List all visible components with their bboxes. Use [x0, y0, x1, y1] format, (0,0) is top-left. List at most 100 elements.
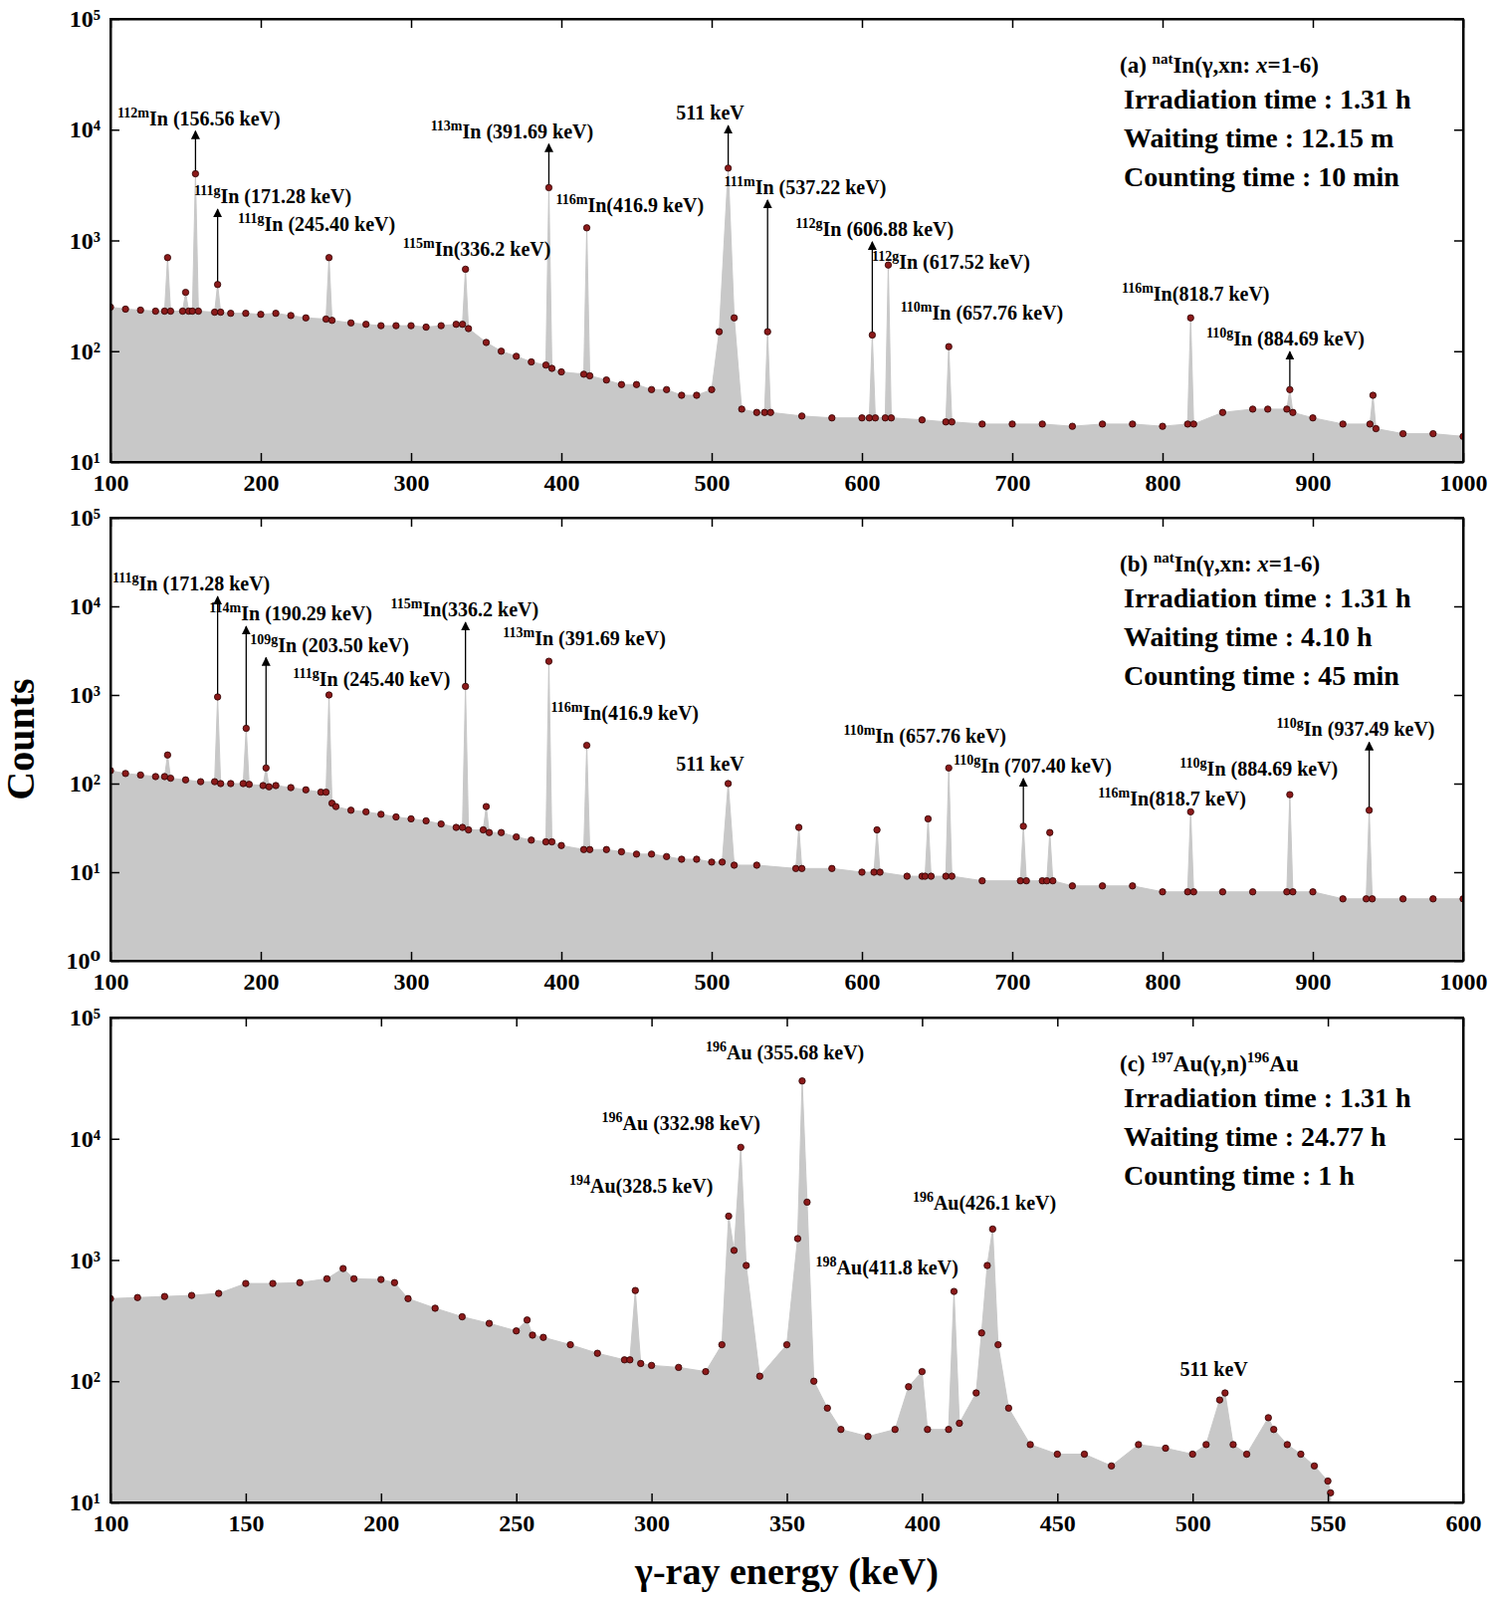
axis — [1454, 19, 1465, 463]
tick — [1454, 606, 1464, 608]
tick-label: 300 — [634, 1509, 670, 1536]
data-point — [479, 826, 486, 833]
tick: 400 — [904, 1492, 941, 1536]
data-point — [1309, 415, 1316, 422]
tick-mark — [110, 783, 120, 786]
label-text: In (657.76 keV) — [932, 301, 1065, 325]
tick — [1454, 1260, 1464, 1262]
data-point — [702, 1367, 709, 1374]
peak-label: 116mIn(818.7 keV) — [1121, 280, 1271, 306]
y-axis-title: Counts — [0, 677, 43, 800]
data-point — [482, 339, 489, 346]
tick: 500 — [694, 951, 731, 995]
plot-frame — [110, 18, 1464, 462]
tick — [561, 18, 563, 28]
isotope-mass: 116m — [550, 699, 583, 715]
figure: 100200300400500600700800900100010¹10²10³… — [0, 0, 1491, 1600]
label-text: In (190.29 keV) — [240, 602, 373, 626]
tick-mark — [861, 452, 864, 462]
data-point — [618, 381, 625, 388]
tick — [1454, 240, 1464, 242]
tick-mark — [411, 951, 414, 961]
data-point — [903, 872, 910, 879]
data-point — [408, 322, 415, 329]
tick-label: 600 — [845, 968, 881, 995]
axis — [1454, 518, 1465, 962]
label-text: In (884.69 keV) — [1207, 757, 1339, 781]
tick: 400 — [544, 452, 581, 496]
data-point — [868, 331, 875, 338]
tick: 300 — [634, 1492, 670, 1536]
data-point — [1009, 421, 1016, 427]
data-point — [431, 1304, 438, 1311]
data-point — [718, 858, 725, 865]
data-point — [485, 829, 492, 836]
tick: 500 — [694, 452, 731, 496]
isotope-mass: 116m — [556, 192, 589, 208]
title-part: In(γ,xn: — [1172, 52, 1257, 78]
data-point — [188, 1291, 195, 1298]
data-point — [302, 786, 309, 793]
data-point — [1023, 876, 1030, 883]
peak-label: 110gIn (884.69 keV) — [1206, 325, 1365, 351]
data-point — [724, 780, 731, 787]
data-point — [918, 1367, 925, 1374]
peak-label: 196Au(426.1 keV) — [912, 1189, 1057, 1215]
tick-label: 700 — [995, 469, 1032, 496]
data-point — [545, 657, 552, 664]
data-point — [580, 371, 587, 378]
tick: 10³ — [69, 227, 120, 254]
peak-label: 511 keV — [675, 752, 745, 775]
tick — [245, 1017, 247, 1027]
data-point — [1365, 807, 1372, 814]
tick — [1454, 1017, 1464, 1019]
label-text: 511 keV — [1179, 1357, 1249, 1380]
tick-mark — [711, 517, 714, 527]
data-point — [795, 824, 802, 831]
data-point — [1039, 421, 1046, 427]
data-point — [995, 1340, 1002, 1347]
isotope-mass: 112m — [117, 105, 150, 121]
data-point — [272, 782, 279, 789]
peak-label: 196Au (332.98 keV) — [602, 1109, 761, 1135]
tick-mark — [1454, 1138, 1464, 1141]
tick-mark — [561, 18, 564, 28]
data-point — [1283, 1441, 1290, 1448]
data-point — [1297, 1450, 1304, 1457]
tick-mark — [1454, 18, 1464, 21]
tick-mark — [110, 18, 120, 21]
data-point — [287, 784, 294, 791]
tick: 10² — [69, 770, 120, 797]
tick-label: 10³ — [69, 681, 101, 708]
isotope-mass: 110g — [953, 752, 981, 768]
tick-label: 1000 — [1440, 469, 1489, 496]
isotope-mass: 111m — [724, 174, 756, 190]
arrow — [1288, 351, 1290, 387]
data-point — [924, 1425, 931, 1432]
data-point — [1129, 421, 1136, 427]
tick-label: 200 — [243, 469, 280, 496]
tick-label: 200 — [243, 968, 280, 995]
data-point — [437, 820, 444, 827]
tick: 800 — [1145, 951, 1182, 995]
data-point — [1216, 1396, 1223, 1403]
data-point — [1020, 823, 1027, 830]
label-text: Au (332.98 keV) — [623, 1111, 761, 1135]
data-point — [618, 848, 625, 854]
label-text: In (707.40 keV) — [980, 754, 1112, 778]
data-point — [122, 305, 129, 312]
data-point — [513, 833, 520, 840]
tick-label: 350 — [769, 1509, 806, 1536]
data-point — [873, 826, 880, 833]
tick — [1012, 18, 1014, 28]
tick — [1454, 960, 1464, 962]
data-point — [423, 817, 429, 824]
tick: 10³ — [69, 1247, 120, 1274]
data-point — [161, 773, 168, 780]
title-part: x — [1256, 551, 1270, 577]
data-point — [738, 406, 745, 413]
tick-mark — [1012, 18, 1015, 28]
data-point — [1286, 386, 1293, 393]
data-point — [1283, 406, 1290, 413]
data-point — [905, 1383, 912, 1390]
